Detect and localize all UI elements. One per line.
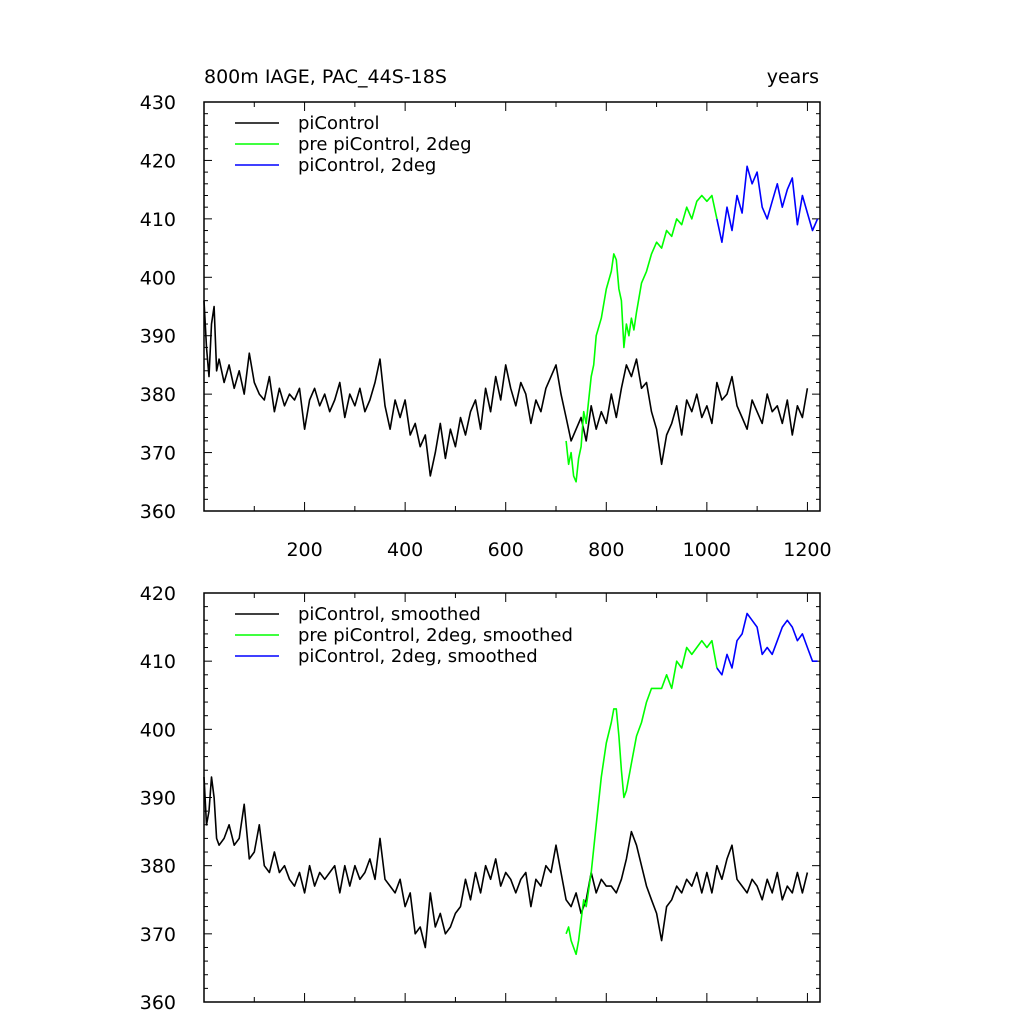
- y-tick-label: 360: [140, 501, 176, 523]
- legend-label-2: piControl, 2deg, smoothed: [298, 646, 538, 667]
- x-tick-label: 200: [286, 539, 322, 561]
- y-tick-label: 380: [140, 384, 176, 406]
- series-line-0: [203, 776, 809, 949]
- bottom-chart: 360 370 380 390 400 410 420 piControl, smoothe…: [140, 583, 821, 1014]
- bottom-chart-frame: [203, 592, 821, 1003]
- y-tick-label: 410: [140, 209, 176, 231]
- x-tick-label: 600: [488, 539, 524, 561]
- series-line-2: [716, 612, 818, 676]
- y-tick-label: 420: [140, 150, 176, 172]
- y-tick-label: 370: [140, 443, 176, 465]
- series-line-1: [565, 194, 718, 483]
- series-line-2: [716, 165, 819, 243]
- y-tick-label: 400: [140, 719, 176, 741]
- y-tick-label: 400: [140, 267, 176, 289]
- y-tick-label: 430: [140, 92, 176, 114]
- y-tick-label: 410: [140, 651, 176, 673]
- bottom-chart-series: [203, 612, 818, 956]
- y-tick-label: 420: [140, 583, 176, 605]
- legend-label-2: piControl, 2deg: [298, 155, 436, 176]
- x-tick-label: 1200: [783, 539, 831, 561]
- y-tick-label: 390: [140, 788, 176, 810]
- legend-label-1: pre piControl, 2deg: [298, 134, 472, 155]
- top-chart-frame: [203, 101, 821, 512]
- bottom-chart-y-tick-labels: 360 370 380 390 400 410 420: [140, 583, 176, 1014]
- y-tick-label: 370: [140, 924, 176, 946]
- series-line-1: [565, 639, 718, 956]
- top-chart-x-tick-labels: 200 400 600 800 1000 1200: [286, 539, 831, 561]
- top-chart-right-title: years: [767, 66, 819, 88]
- top-chart: 800m IAGE, PAC_44S-18S years 360 370 380 39…: [140, 66, 832, 561]
- series-line-0: [203, 300, 809, 477]
- legend-label-1: pre piControl, 2deg, smoothed: [298, 625, 573, 646]
- top-chart-series: [203, 165, 819, 483]
- y-tick-label: 360: [140, 992, 176, 1014]
- top-chart-title: 800m IAGE, PAC_44S-18S: [204, 66, 447, 88]
- y-tick-label: 390: [140, 326, 176, 348]
- x-tick-label: 800: [588, 539, 624, 561]
- legend-label-0: piControl, smoothed: [298, 604, 481, 625]
- top-chart-y-tick-labels: 360 370 380 390 400 410 420 430: [140, 92, 176, 523]
- x-tick-label: 1000: [683, 539, 731, 561]
- legend-label-0: piControl: [298, 113, 380, 134]
- x-tick-label: 400: [387, 539, 423, 561]
- y-tick-label: 380: [140, 856, 176, 878]
